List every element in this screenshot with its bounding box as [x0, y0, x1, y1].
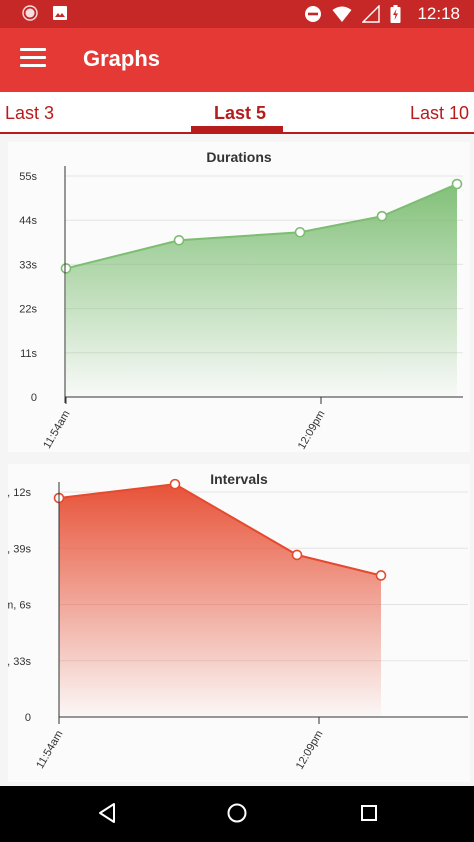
recents-icon[interactable] — [359, 802, 379, 824]
durations-chart: Durations 0 11s 22s 33s 44s 55s 11:54am 12:09pm — [19, 149, 463, 452]
app-bar: Graphs — [0, 28, 474, 92]
status-bar: 12:18 — [0, 0, 474, 28]
y-tick-label: 3m, 6s — [8, 600, 31, 612]
home-icon[interactable] — [226, 802, 248, 824]
wifi-icon — [332, 6, 352, 22]
x-tick-label: 12:09pm — [294, 729, 326, 772]
page-title: Graphs — [83, 46, 161, 71]
y-tick-label: 33s — [19, 259, 37, 271]
y-tick-label: 22s — [19, 304, 37, 316]
x-tick-label: 11:54am — [34, 729, 65, 771]
navigation-bar — [0, 786, 474, 842]
chart-title: Intervals — [210, 471, 268, 487]
y-tick-label: 0 — [25, 712, 31, 724]
tab-last-5[interactable]: Last 5 — [214, 103, 267, 123]
data-point — [173, 234, 185, 246]
battery-icon — [390, 5, 401, 23]
image-icon — [53, 6, 67, 20]
data-point — [169, 478, 181, 490]
tab-bar: Last 3 Last 5 Last 10 — [0, 92, 474, 134]
data-point — [294, 226, 306, 238]
data-point — [451, 178, 463, 190]
status-time: 12:18 — [417, 4, 460, 23]
data-point — [375, 570, 387, 581]
tab-last-10[interactable]: Last 10 — [409, 103, 469, 123]
series-area — [59, 484, 381, 717]
signal-icon — [362, 5, 381, 23]
y-tick-label: 1m, 33s — [8, 656, 31, 668]
tab-selected-indicator — [191, 126, 283, 132]
intervals-chart: Intervals 0 1m, 33s 3m, 6s 4m, 39s 6m, 12s 11:… — [8, 471, 468, 772]
series-line — [58, 483, 382, 577]
charts-container: Durations 0 11s 22s 33s 44s 55s 11:54am 12:09pm … — [0, 134, 474, 786]
data-point — [376, 210, 388, 222]
durations-chart-card: Durations 0 11s 22s 33s 44s 55s 11:54am 12:09pm — [8, 142, 470, 452]
tab-last-3[interactable]: Last 3 — [5, 103, 55, 123]
intervals-chart-card: Intervals 0 1m, 33s 3m, 6s 4m, 39s 6m, 12s 11:… — [8, 464, 470, 782]
y-tick-label: 11s — [20, 348, 37, 360]
do-not-disturb-icon — [305, 6, 322, 22]
y-tick-label: 55s — [19, 171, 37, 183]
y-tick-label: 6m, 12s — [8, 487, 31, 499]
chart-title: Durations — [206, 149, 272, 165]
back-icon[interactable] — [97, 802, 117, 824]
y-tick-label: 4m, 39s — [8, 543, 31, 555]
record-icon — [22, 5, 38, 21]
series-area — [66, 184, 457, 397]
x-tick-label: 12:09pm — [296, 409, 328, 452]
y-tick-label: 0 — [31, 392, 37, 404]
data-point — [60, 263, 72, 274]
hamburger-menu-icon[interactable] — [20, 48, 46, 72]
data-point — [291, 549, 303, 561]
y-tick-label: 44s — [19, 215, 37, 227]
x-tick-label: 11:54am — [41, 409, 72, 451]
